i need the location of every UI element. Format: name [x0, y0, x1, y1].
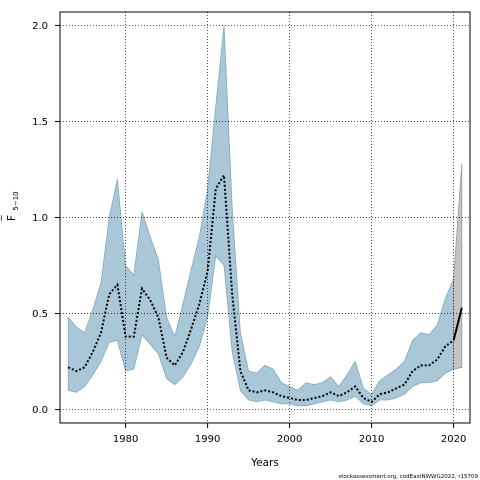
x-axis-title: Years [250, 457, 279, 469]
y-tick-label: 2.0 [32, 21, 48, 32]
y-axis-title-subscript: 5−10 [12, 191, 20, 210]
y-axis-title-text: F [6, 215, 18, 221]
y-tick-label: 0.0 [32, 405, 48, 416]
x-tick-label: 2020 [441, 434, 466, 445]
estimate-line [67, 171, 455, 404]
x-tick-label: 2000 [277, 434, 302, 445]
estimate-confidence-band [67, 25, 454, 407]
x-tick-label: 1980 [113, 434, 138, 445]
footer-credit: stockassessment.org, codEastNWWG2022, r1… [338, 474, 478, 480]
y-axis-ticks: 0.0 0.5 1.0 1.5 2.0 [32, 21, 60, 416]
x-axis-ticks: 1980 1990 2000 2010 2020 [113, 423, 466, 445]
y-axis-title-overbar: ‾ [0, 215, 12, 222]
x-tick-label: 1990 [195, 434, 220, 445]
x-tick-label: 2010 [359, 434, 384, 445]
estimate-lines [67, 171, 463, 404]
y-tick-label: 0.5 [32, 309, 48, 320]
y-axis-title: F ‾ 5−10 [0, 191, 20, 221]
y-tick-label: 1.5 [32, 117, 48, 128]
y-tick-label: 1.0 [32, 213, 48, 224]
forecast-line [452, 307, 463, 341]
gridlines [60, 12, 470, 423]
confidence-bands [67, 25, 463, 407]
